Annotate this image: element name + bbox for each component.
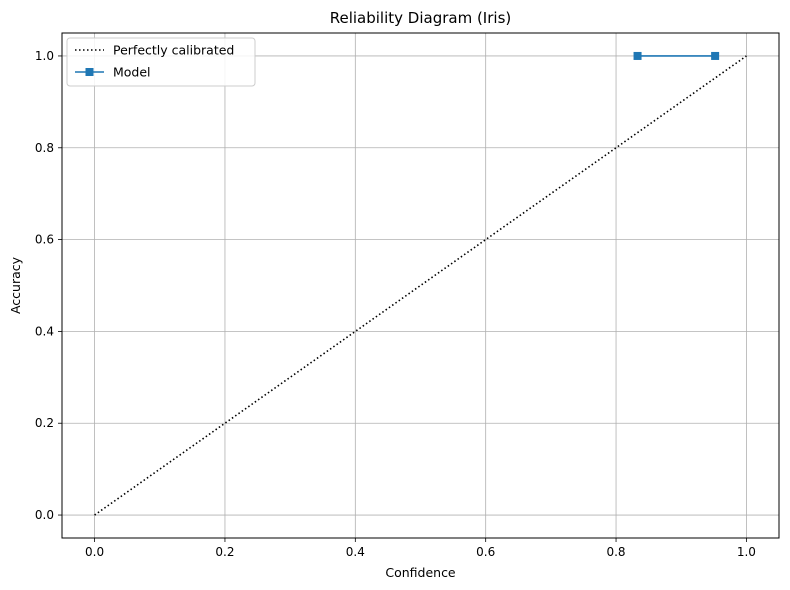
y-tick-label: 0.2 — [35, 416, 54, 430]
legend: Perfectly calibrated Model — [66, 37, 256, 87]
series-marker-1 — [711, 51, 720, 60]
y-tick-label: 0.4 — [35, 324, 54, 338]
y-tick-label: 0.8 — [35, 141, 54, 155]
legend-box — [66, 37, 256, 87]
plot-frame — [61, 32, 780, 539]
x-tick-label: 0.0 — [85, 545, 104, 559]
x-tick-label: 0.4 — [346, 545, 365, 559]
x-tick-label: 0.2 — [215, 545, 234, 559]
x-tick-label: 0.8 — [606, 545, 625, 559]
x-axis-label: Confidence — [385, 565, 456, 580]
tick-layer: 0.0 0.2 0.4 0.6 0.8 1.0 0.0 0.2 0.4 0.6 0.8 1.0 — [35, 49, 756, 559]
y-tick-label: 1.0 — [35, 49, 54, 63]
legend-marker-model — [85, 68, 94, 76]
y-axis-label: Accuracy — [8, 256, 23, 314]
series-line-0 — [94, 55, 747, 516]
series-marker-1 — [633, 51, 642, 60]
legend-label-model: Model — [113, 65, 151, 80]
x-tick-label: 0.6 — [476, 545, 495, 559]
x-tick-label: 1.0 — [737, 545, 756, 559]
legend-label-perfectly-calibrated: Perfectly calibrated — [113, 43, 234, 58]
series-layer — [94, 51, 747, 516]
y-tick-label: 0.0 — [35, 508, 54, 522]
y-tick-label: 0.6 — [35, 233, 54, 247]
chart-title: Reliability Diagram (Iris) — [330, 9, 512, 27]
grid-layer — [62, 33, 779, 538]
